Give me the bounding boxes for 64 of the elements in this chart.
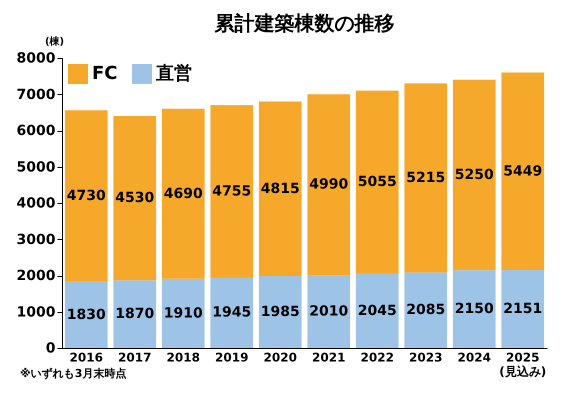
bar [501,72,544,270]
data-label: 1830 [66,306,106,323]
x-tick-label: 2017 [118,350,152,364]
bar [452,80,496,270]
data-label: 2010 [309,304,348,320]
bar [307,94,350,276]
x-tick-label: 2024 [458,350,491,364]
x-tick-label: 2023 [409,350,442,364]
bar [162,108,205,279]
data-label: 4990 [309,176,348,193]
data-label: 2150 [454,301,494,318]
chart-title: 累計建築棟数の推移 [214,11,394,35]
bar [452,270,496,348]
x-tick-label: 2018 [166,350,200,364]
data-label: 2151 [503,301,542,318]
data-label: 1945 [212,304,252,321]
y-tick-label: 0 [46,340,56,356]
bar [210,277,254,348]
y-tick-label: 1000 [16,304,56,320]
data-label: 5055 [358,174,397,190]
data-label: 2045 [358,302,397,319]
bar [356,274,399,348]
bar [356,90,399,274]
x-tick-label: 2021 [312,350,346,364]
legend-label: FC [92,63,118,84]
y-tick-label: 2000 [16,268,56,284]
y-tick-label: 7000 [16,86,56,103]
y-tick-label: 3000 [16,232,56,248]
bar [307,275,350,348]
data-label: 4730 [66,188,106,204]
y-axis-title: (棟) [44,36,64,48]
data-label: 4530 [115,190,154,206]
y-tick-label: 6000 [16,123,56,139]
bar [64,110,108,282]
data-label: 1870 [115,306,154,322]
bar [210,105,254,278]
x-tick-label: 2019 [215,350,248,364]
legend-label: 直営 [155,63,192,84]
x-tick-label: 2020 [264,350,297,364]
data-label: 2085 [406,302,446,318]
data-label: 4690 [164,186,203,202]
data-label: 1985 [260,304,300,320]
data-label: 5449 [503,163,542,180]
bar [258,276,302,348]
bar [113,116,156,280]
data-label: 5215 [406,170,446,186]
bar [162,278,205,348]
bar [64,282,108,348]
data-label: 4755 [212,183,252,200]
text: ※いずれも3月末時点 [20,366,126,381]
x-tick-label: 2022 [360,350,394,364]
data-label: 5250 [454,166,494,183]
bar [404,272,448,348]
bar [258,102,302,276]
bar [113,280,156,348]
y-tick-label: 5000 [16,159,56,176]
y-tick-label: 4000 [16,196,56,212]
y-tick-label: 8000 [16,50,56,66]
bar [501,270,544,348]
x-tick-label: 2025 (見込み) [499,350,546,378]
data-label: 1910 [164,305,203,322]
x-tick-label: 2016 [70,350,103,364]
data-label: 4815 [260,180,300,197]
bar [404,83,448,272]
